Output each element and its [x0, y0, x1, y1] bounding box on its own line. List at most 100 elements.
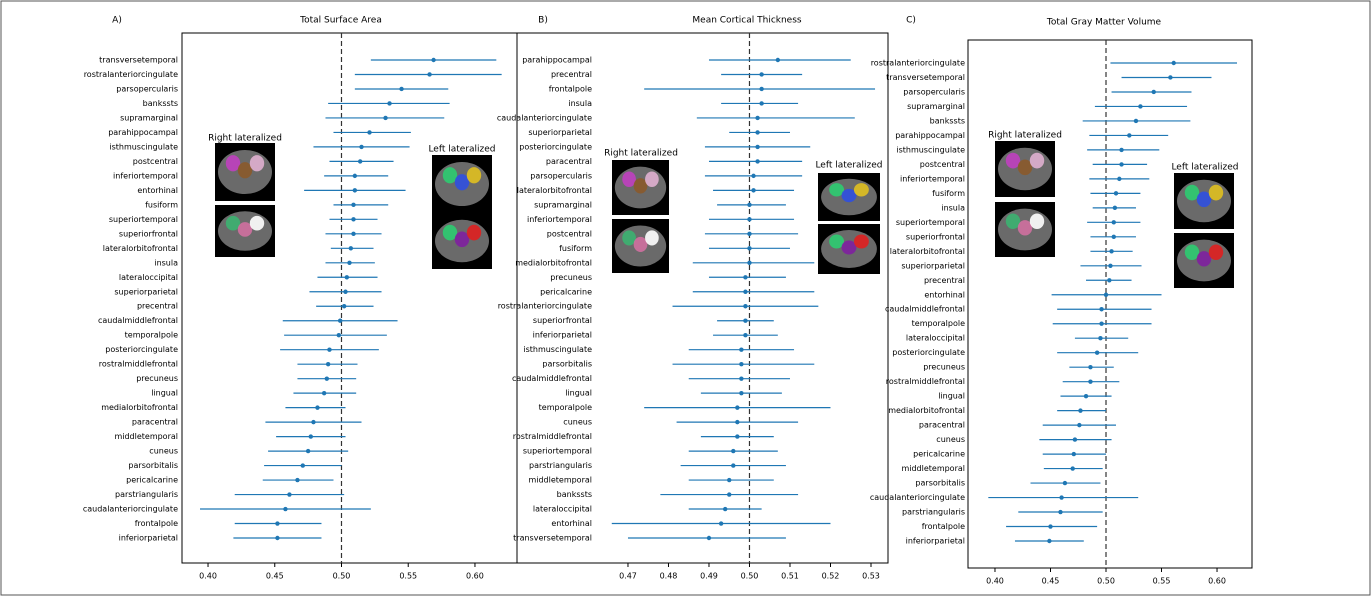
- category-label: lingual: [938, 392, 965, 401]
- point-estimate: [735, 405, 739, 409]
- category-label: frontalpole: [135, 519, 178, 528]
- category-label: parahippocampal: [108, 128, 178, 137]
- category-label: fusiform: [559, 244, 592, 253]
- point-estimate: [1152, 90, 1156, 94]
- brain-image: [432, 213, 492, 269]
- category-label: superiorfrontal: [906, 232, 965, 241]
- category-label: pericalcarine: [913, 450, 965, 459]
- category-label: fusiform: [145, 200, 178, 209]
- point-estimate: [353, 174, 357, 178]
- brain-region: [467, 225, 481, 241]
- point-estimate: [275, 521, 279, 525]
- point-estimate: [325, 376, 329, 380]
- category-label: insula: [154, 258, 178, 267]
- point-estimate: [1112, 220, 1116, 224]
- point-estimate: [1099, 307, 1103, 311]
- x-tick-label: 0.60: [1208, 577, 1226, 586]
- point-estimate: [727, 478, 731, 482]
- point-estimate: [1063, 481, 1067, 485]
- point-estimate: [759, 72, 763, 76]
- figure: A)Total Surface Area0.400.450.500.550.60…: [0, 0, 1372, 597]
- category-label: postcentral: [547, 229, 592, 238]
- point-estimate: [743, 290, 747, 294]
- point-estimate: [735, 434, 739, 438]
- brain-region: [1209, 245, 1223, 260]
- category-label: caudalanteriorcingulate: [497, 113, 592, 122]
- category-label: lateralorbitofrontal: [517, 186, 592, 195]
- point-estimate: [1107, 278, 1111, 282]
- category-label: inferiorparietal: [533, 331, 592, 340]
- brain-image: [995, 202, 1055, 257]
- x-tick-label: 0.49: [700, 572, 718, 581]
- x-tick-label: 0.45: [266, 572, 284, 581]
- point-estimate: [739, 376, 743, 380]
- brain-image: [215, 143, 275, 201]
- category-label: posteriorcingulate: [105, 345, 178, 354]
- category-label: supramarginal: [120, 113, 178, 122]
- point-estimate: [309, 434, 313, 438]
- point-estimate: [727, 492, 731, 496]
- category-label: temporalpole: [125, 331, 178, 340]
- category-label: transversetemporal: [99, 56, 178, 65]
- point-estimate: [1168, 75, 1172, 79]
- x-tick-label: 0.53: [862, 572, 880, 581]
- point-estimate: [359, 145, 363, 149]
- category-label: transversetemporal: [886, 73, 965, 82]
- category-label: paracentral: [919, 421, 965, 430]
- category-label: entorhinal: [551, 519, 592, 528]
- category-label: rostralanteriorcingulate: [84, 70, 178, 79]
- category-label: bankssts: [557, 490, 592, 499]
- point-estimate: [367, 130, 371, 134]
- category-label: lateralorbitofrontal: [890, 247, 965, 256]
- point-estimate: [1119, 148, 1123, 152]
- category-label: caudalanteriorcingulate: [870, 493, 965, 502]
- point-estimate: [1114, 191, 1118, 195]
- brain-region: [1030, 214, 1044, 229]
- category-label: caudalanteriorcingulate: [83, 505, 178, 514]
- x-tick-label: 0.55: [1153, 577, 1171, 586]
- brain-region: [1030, 153, 1044, 169]
- category-label: parsopercularis: [530, 171, 592, 180]
- category-label: precuneus: [550, 273, 592, 282]
- point-estimate: [295, 478, 299, 482]
- point-estimate: [747, 261, 751, 265]
- x-tick-label: 0.40: [199, 572, 217, 581]
- category-label: inferiorparietal: [119, 534, 178, 543]
- point-estimate: [707, 536, 711, 540]
- point-estimate: [751, 188, 755, 192]
- annotation: Left lateralized: [428, 145, 495, 155]
- point-estimate: [1112, 235, 1116, 239]
- category-label: medialorbitofrontal: [101, 403, 178, 412]
- brain-region: [250, 155, 264, 171]
- point-estimate: [351, 217, 355, 221]
- category-label: lateralorbitofrontal: [103, 244, 178, 253]
- point-estimate: [1117, 177, 1121, 181]
- point-estimate: [283, 507, 287, 511]
- point-estimate: [351, 203, 355, 207]
- category-label: postcentral: [920, 160, 965, 169]
- category-label: cuneus: [563, 418, 592, 427]
- brain-region: [1209, 185, 1223, 201]
- x-tick-label: 0.51: [781, 572, 799, 581]
- point-estimate: [735, 420, 739, 424]
- panel-label: A): [112, 16, 122, 26]
- point-estimate: [1099, 322, 1103, 326]
- point-estimate: [431, 58, 435, 62]
- category-label: parstriangularis: [529, 461, 592, 470]
- category-label: paracentral: [132, 418, 178, 427]
- brain-image: [215, 205, 275, 257]
- category-label: inferiorparietal: [906, 537, 965, 546]
- point-estimate: [345, 275, 349, 279]
- point-estimate: [342, 304, 346, 308]
- category-label: postcentral: [133, 157, 178, 166]
- plot-frame: [182, 33, 517, 563]
- point-estimate: [306, 449, 310, 453]
- point-estimate: [719, 521, 723, 525]
- chart-title: Total Surface Area: [299, 16, 382, 26]
- category-label: medialorbitofrontal: [888, 406, 965, 415]
- point-estimate: [1172, 61, 1176, 65]
- point-estimate: [427, 72, 431, 76]
- panel-label: B): [538, 16, 548, 26]
- panel-label: C): [906, 16, 916, 26]
- category-label: precentral: [924, 276, 965, 285]
